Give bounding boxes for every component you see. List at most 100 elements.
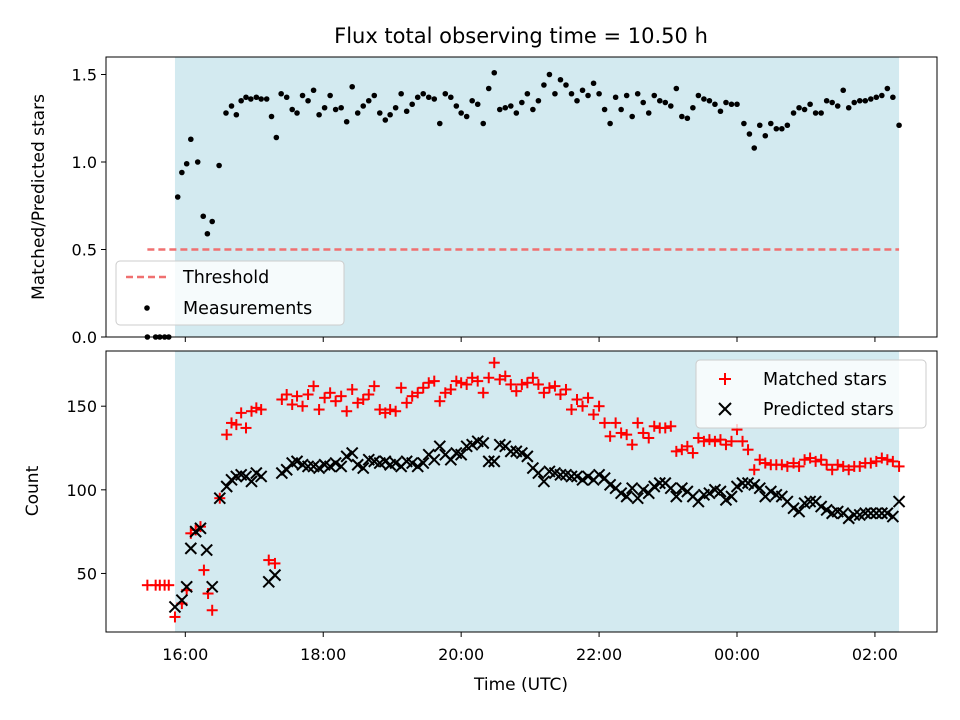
matched-star-point (709, 435, 721, 447)
measurement-point (746, 131, 753, 137)
measurement-point (712, 101, 718, 108)
matched-star-point (455, 377, 467, 389)
matched-star-point (269, 557, 281, 569)
matched-star-point (876, 452, 888, 464)
measurement-point (762, 132, 769, 139)
matched-star-point (703, 434, 715, 446)
matched-star-point (681, 440, 693, 452)
x-tick-label: 20:00 (438, 645, 484, 664)
top-y-tick-label: 1.5 (72, 66, 97, 85)
matched-star-point (488, 357, 500, 369)
predicted-star-point (290, 455, 304, 468)
matched-star-point (748, 464, 760, 476)
predicted-star-point (411, 460, 424, 473)
measurement-point (723, 99, 729, 106)
measurement-point (728, 101, 735, 108)
measurement-point (448, 94, 454, 101)
measurement-point (392, 104, 399, 111)
predicted-star-point (620, 490, 633, 503)
matched-star-point (826, 464, 838, 476)
bottom-y-tick-label: 50 (77, 564, 97, 583)
measurement-point (216, 162, 222, 169)
measurement-point (741, 120, 747, 127)
matched-star-point (754, 454, 766, 466)
measurement-point (840, 87, 847, 94)
chart-title: Flux total observing time = 10.50 h (334, 24, 708, 48)
measurement-point (779, 125, 785, 132)
measurement-point (773, 125, 780, 132)
matched-star-point (821, 459, 833, 471)
predicted-star-point (886, 510, 900, 523)
matched-star-point (565, 404, 577, 416)
predicted-star-point (488, 455, 501, 468)
measurement-point (645, 110, 652, 116)
matched-star-point (324, 387, 336, 399)
measurement-point (491, 69, 498, 76)
measurement-point (856, 97, 863, 104)
matched-star-point (341, 405, 353, 417)
predicted-star-point (870, 507, 883, 520)
measurements-series (144, 69, 902, 340)
top-y-tick-label: 0.5 (72, 241, 97, 260)
predicted-star-point (200, 543, 213, 557)
measurement-point (601, 106, 608, 113)
x-tick-label: 18:00 (300, 645, 346, 664)
matched-star-point (428, 375, 440, 387)
matched-star-point (230, 419, 242, 431)
measurement-point (618, 106, 624, 113)
top-x-ticks (184, 337, 876, 342)
measurement-point (273, 134, 280, 141)
predicted-star-point (180, 580, 193, 594)
bottom-legend-box (695, 359, 927, 429)
matched-star-point (626, 439, 638, 451)
predicted-star-point (194, 522, 207, 535)
measurement-point (513, 110, 520, 116)
measurement-point (634, 90, 641, 97)
measurement-point (209, 218, 216, 225)
predicted-star-point (625, 481, 639, 495)
predicted-star-point (570, 470, 584, 483)
matched-star-point (615, 427, 627, 439)
matched-star-point (837, 460, 849, 472)
measurement-point (354, 110, 361, 116)
measurement-point (812, 110, 819, 116)
measurement-point (701, 96, 707, 102)
measurement-point (706, 97, 713, 104)
predicted-star-point (205, 580, 219, 594)
measurement-point (283, 94, 290, 101)
measurement-point (248, 96, 254, 102)
predicted-star-point (504, 445, 518, 458)
matched-star-point (599, 417, 611, 429)
matched-star-point (291, 390, 303, 402)
matched-star-point (670, 445, 682, 457)
matched-star-point (776, 459, 788, 471)
matched-star-point (725, 435, 737, 447)
legend-measurements-label: Measurements (183, 299, 312, 319)
measurement-point (734, 101, 740, 108)
top-y-ticks: 0.0 0.5 1.0 1.5 (72, 66, 106, 347)
matched-star-point (483, 372, 495, 384)
predicted-stars-series (168, 435, 906, 614)
matched-star-point (549, 380, 561, 392)
matched-star-point (676, 444, 688, 456)
predicted-star-point (521, 450, 534, 463)
predicted-star-point (323, 460, 337, 473)
predicted-star-point (730, 480, 744, 493)
predicted-star-point (764, 485, 778, 498)
matched-star-point (363, 388, 375, 400)
measurement-point (238, 97, 244, 104)
matched-star-point (346, 383, 358, 395)
measurement-point (801, 106, 808, 113)
measurement-point (382, 117, 389, 123)
matched-star-point (281, 388, 293, 400)
matched-star-point (263, 554, 275, 566)
measurement-point (343, 118, 350, 125)
matched-star-point (571, 394, 583, 406)
measurement-point (289, 106, 295, 113)
measurement-point (332, 106, 339, 113)
measurement-point (480, 120, 487, 127)
predicted-star-point (653, 476, 666, 490)
predicted-star-point (670, 490, 683, 503)
predicted-star-point (329, 456, 342, 470)
matched-star-point (240, 422, 252, 434)
